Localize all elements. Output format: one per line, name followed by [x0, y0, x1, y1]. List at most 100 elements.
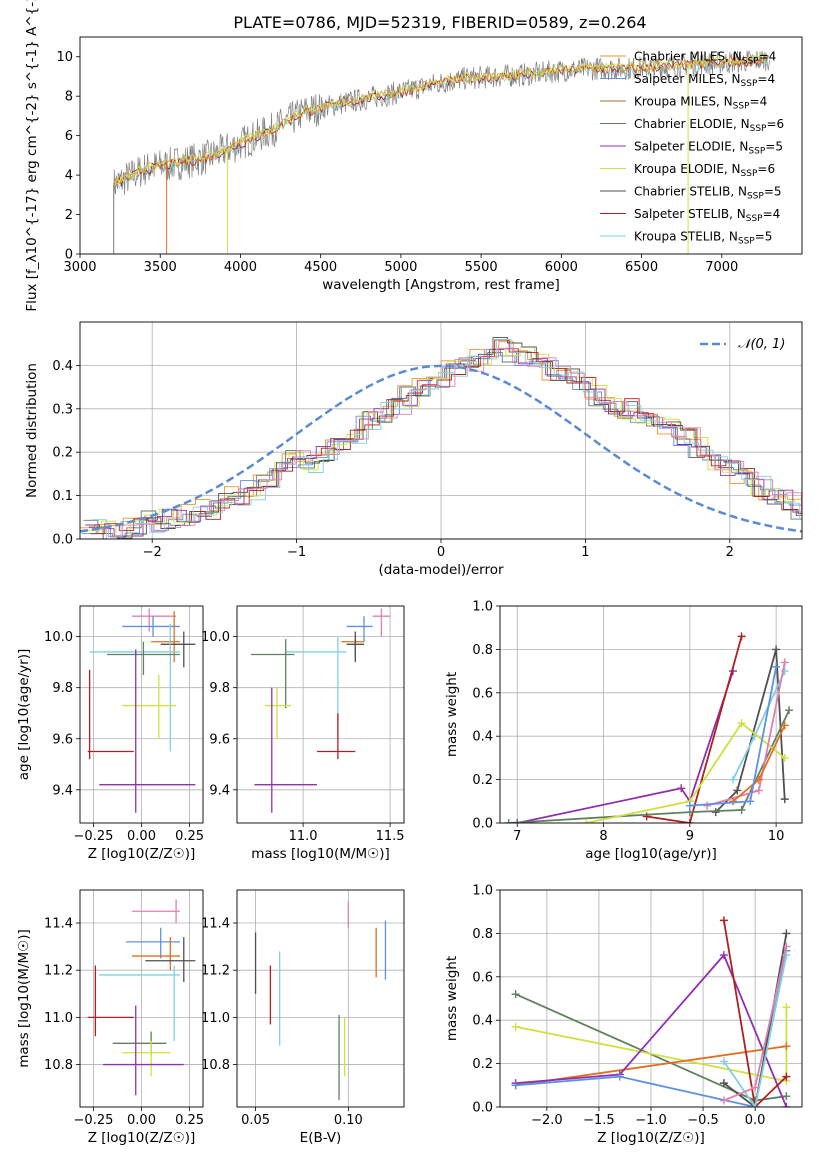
- x-tick-label: −1: [287, 545, 306, 560]
- legend-value: =6: [757, 162, 775, 176]
- data-marker: [737, 805, 746, 814]
- data-marker: [719, 916, 728, 925]
- data-marker: [719, 1079, 728, 1088]
- massweight_vs_Z-panel: −2.0 −1.5 −1.0 −0.5 0.0 0.0 0.2 0.4 0.6 0.8 1.0 Z […: [444, 884, 803, 1146]
- legend-subscript: SSP: [747, 192, 764, 202]
- y-tick-label: 8: [65, 90, 73, 105]
- x-tick-label: 5000: [384, 260, 417, 275]
- data-marker: [754, 786, 763, 795]
- legend-label: Kroupa MILES, NSSP=4: [634, 95, 767, 112]
- y-axis-label: Flux [f_λ10^{-17} erg cm^{-2} s^{-1} A^{…: [24, 0, 40, 312]
- y-tick-label: 9.4: [209, 783, 230, 798]
- plot-area: [254, 901, 387, 1100]
- legend-value: =4: [763, 207, 781, 221]
- data-marker: [782, 929, 791, 938]
- x-tick-label: 1: [581, 545, 589, 560]
- x-tick-label: 11.0: [289, 829, 318, 844]
- data-marker: [711, 808, 720, 817]
- normal-curve: [80, 364, 802, 533]
- weight-series: [515, 953, 788, 1107]
- x-tick-label: 3500: [144, 260, 177, 275]
- y-axis-label: mass weight: [444, 956, 460, 1041]
- y-tick-label: 1.0: [472, 884, 493, 899]
- weight-series: [715, 649, 786, 813]
- y-tick-label: 0.0: [472, 1101, 493, 1116]
- y-tick-label: 0: [65, 248, 73, 263]
- y-tick-label: 0.6: [472, 970, 493, 985]
- plot-area: [250, 608, 391, 813]
- data-marker: [677, 784, 686, 793]
- axes-frame: [79, 605, 204, 824]
- histogram-series: [85, 348, 802, 537]
- y-axis-label: mass [log10(M/M☉)]: [16, 929, 32, 1068]
- massweight_vs_age-panel: 7 8 9 10 0.0 0.2 0.4 0.6 0.8 1.0 age [log10(age/yr…: [444, 600, 803, 862]
- data-marker: [780, 658, 789, 667]
- plot-area: [113, 50, 770, 254]
- data-marker: [746, 797, 755, 806]
- x-tick-label: −2.0: [531, 1113, 563, 1128]
- legend-label: Salpeter ELODIE, NSSP=5: [634, 140, 783, 157]
- legend-label: Chabrier STELIB, NSSP=5: [634, 185, 782, 202]
- model-spectrum: [113, 52, 769, 187]
- axes-frame: [79, 321, 803, 540]
- data-marker: [780, 753, 789, 762]
- legend-label: Salpeter STELIB, NSSP=4: [634, 207, 780, 224]
- plots-layer: 3000 3500 4000 4500 5000 5500 6000 6500 7000 0 2 4 6…: [16, 0, 803, 1146]
- weight-series: [646, 636, 743, 823]
- data-marker: [782, 1092, 791, 1101]
- y-tick-label: 10.0: [201, 630, 230, 645]
- legend-subscript: SSP: [750, 124, 767, 134]
- y-tick-label: 0.4: [472, 730, 493, 745]
- y-tick-label: 9.8: [52, 681, 73, 696]
- data-marker: [728, 797, 737, 806]
- y-tick-label: 10: [56, 50, 73, 65]
- x-tick-label: 10: [768, 829, 785, 844]
- x-tick-label: 6000: [545, 260, 578, 275]
- data-marker: [719, 1096, 728, 1105]
- legend-value: =4: [750, 95, 768, 109]
- legend-value: =5: [755, 230, 773, 244]
- plot-area: [511, 916, 791, 1107]
- plot-area: [80, 337, 802, 539]
- data-marker: [685, 819, 694, 823]
- data-marker: [782, 1072, 791, 1081]
- y-tick-label: 10.8: [44, 1058, 73, 1073]
- legend-subscript: SSP: [742, 57, 759, 67]
- data-marker: [751, 1103, 760, 1107]
- data-marker: [685, 801, 694, 810]
- legend-label: 𝒩(0, 1): [738, 337, 785, 352]
- x-tick-label: 11.5: [376, 829, 405, 844]
- x-tick-label: 2: [726, 545, 734, 560]
- data-marker: [719, 951, 728, 960]
- axes-frame: [236, 889, 405, 1108]
- histogram-series: [93, 347, 802, 537]
- x-axis-label: age [log10(age/yr)]: [585, 846, 717, 862]
- x-tick-label: 0.00: [127, 1113, 156, 1128]
- data-marker: [780, 721, 789, 730]
- legend-label: Chabrier MILES, NSSP=4: [634, 50, 776, 67]
- y-tick-label: 11.2: [44, 964, 73, 979]
- x-tick-label: −1.0: [635, 1113, 667, 1128]
- legend-subscript: SSP: [746, 214, 763, 224]
- y-tick-label: 0.1: [52, 489, 73, 504]
- x-tick-label: 3000: [63, 260, 96, 275]
- axes-frame: [499, 605, 803, 824]
- y-tick-label: 11.4: [201, 917, 230, 932]
- y-tick-label: 0.2: [472, 1057, 493, 1072]
- legend-subscript: SSP: [738, 237, 755, 247]
- plot-area: [87, 608, 196, 813]
- legend-label: Salpeter MILES, NSSP=4: [634, 72, 775, 89]
- x-tick-label: −0.25: [74, 829, 114, 844]
- y-tick-label: 0.2: [472, 773, 493, 788]
- x-tick-label: −0.25: [74, 1113, 114, 1128]
- weight-series: [586, 721, 786, 823]
- weight-series: [723, 920, 788, 1107]
- x-tick-label: 7: [513, 829, 521, 844]
- data-marker: [703, 801, 712, 810]
- y-axis-label: mass weight: [444, 672, 460, 757]
- mass_vs_Z-panel: −0.25 0.00 0.25 10.8 11.0 11.2 11.4 Z [log10(Z/…: [16, 889, 204, 1146]
- x-axis-label: (data-model)/error: [378, 562, 504, 578]
- x-tick-label: −2: [143, 545, 162, 560]
- data-marker: [737, 632, 746, 641]
